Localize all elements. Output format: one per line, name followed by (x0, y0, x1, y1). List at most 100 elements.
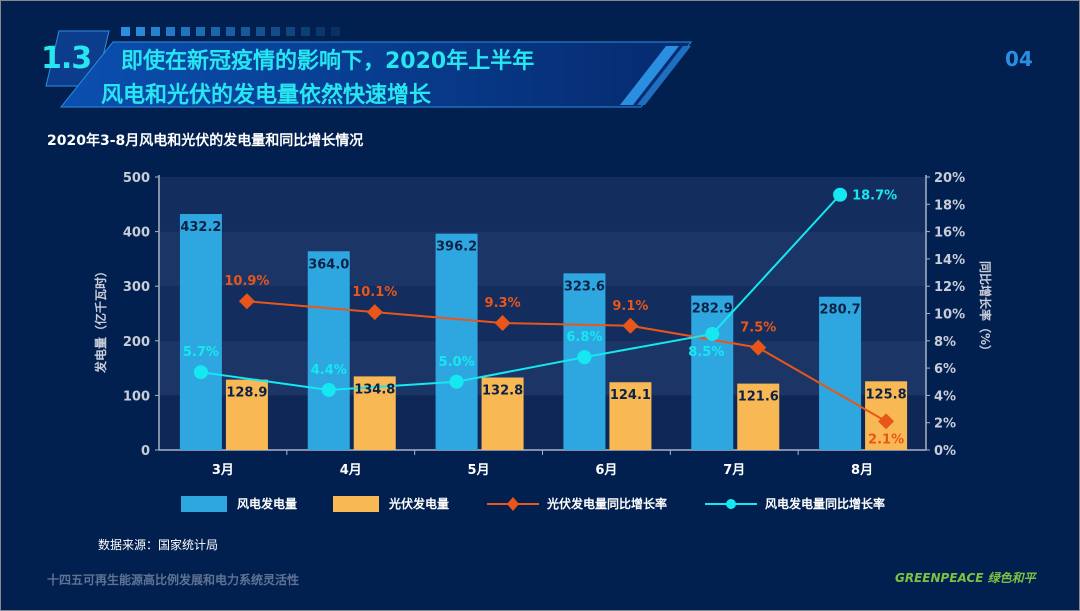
y-tick-label-right: 2% (934, 417, 956, 432)
wind-rate-label: 4.4% (311, 363, 347, 378)
grid-band (159, 231, 926, 287)
solar-bar (481, 377, 524, 450)
greenpeace-logo: GREENPEACE 绿色和平 (895, 571, 1036, 585)
wind-bar (819, 296, 862, 450)
solar-bar (225, 379, 268, 450)
solar-rate-label: 9.1% (612, 299, 648, 314)
header-banner (45, 27, 693, 108)
wind-bar (307, 251, 350, 450)
y-tick-label-left: 200 (123, 335, 150, 350)
diamond-line-icon (487, 496, 540, 511)
legend-label: 风电发电量 (237, 497, 298, 511)
wind-rate-label: 8.5% (688, 345, 724, 360)
y-tick-label-right: 18% (934, 198, 965, 213)
bar-label: 432.2 (180, 220, 221, 235)
wind-rate-point (705, 326, 720, 341)
page-title-line2: 风电和光伏的发电量依然快速增长 (101, 83, 432, 108)
solar-rate-point (494, 315, 511, 332)
wind-rate-label: 6.8% (566, 330, 602, 345)
legend-label: 风电发电量同比增长率 (765, 497, 886, 511)
solar-rate-point (366, 304, 383, 321)
grid-band (159, 395, 926, 450)
decor-square (196, 27, 205, 36)
legend-swatch (333, 495, 380, 512)
solar-rate-label: 2.1% (868, 432, 904, 447)
bar-label: 364.0 (308, 257, 349, 272)
section-number: 1.3 (41, 41, 92, 76)
wind-rate-point (321, 382, 336, 397)
y-axis-right-label: 同比增长率（%） (978, 261, 993, 357)
decor-square (241, 27, 250, 36)
decor-square (151, 27, 160, 36)
circle-line-icon (705, 498, 758, 509)
legend: 风电发电量 光伏发电量 光伏发电量同比增长率 风电发电量同比增长率 (181, 495, 921, 512)
decor-square (271, 27, 280, 36)
page-title-line1: 即使在新冠疫情的影响下，2020年上半年 (121, 49, 535, 74)
solar-rate-point (878, 413, 895, 430)
bar-label: 396.2 (436, 240, 477, 255)
wind-rate-point (193, 365, 208, 380)
x-tick-label: 5月 (468, 463, 490, 478)
bar-label: 125.8 (866, 387, 907, 402)
bar-label: 128.9 (226, 386, 267, 401)
decor-square (211, 27, 220, 36)
solar-rate-point (750, 339, 767, 356)
legend-item-solar-rate: 光伏发电量同比增长率 (485, 495, 667, 512)
y-tick-label-right: 12% (934, 280, 965, 295)
bar-label: 134.8 (354, 382, 395, 397)
bar-label: 121.6 (738, 390, 779, 405)
x-tick-label: 4月 (340, 463, 362, 478)
decor-square (256, 27, 265, 36)
decor-square (181, 27, 190, 36)
chart-title: 2020年3-8月风电和光伏的发电量和同比增长情况 (47, 133, 364, 149)
wind-bar (435, 233, 478, 450)
wind-rate-point (449, 374, 464, 389)
wind-rate-point (577, 350, 592, 365)
grid-band (159, 286, 926, 341)
legend-item-wind-rate: 风电发电量同比增长率 (703, 495, 885, 512)
decor-square (136, 27, 145, 36)
footer-text: 十四五可再生能源高比例发展和电力系统灵活性 (47, 573, 300, 587)
page-number: 04 (1005, 47, 1033, 71)
y-tick-label-left: 400 (123, 226, 150, 241)
solar-rate-point (238, 293, 255, 310)
x-tick-label: 3月 (212, 463, 234, 478)
grid-band (159, 340, 926, 396)
decor-square (316, 27, 325, 36)
solar-rate-point (622, 317, 639, 334)
decor-square (226, 27, 235, 36)
wind-rate-label: 5.0% (439, 355, 475, 370)
data-source: 数据来源：国家统计局 (98, 538, 219, 552)
solar-rate-label: 9.3% (485, 296, 521, 311)
grid-band (159, 177, 926, 232)
x-tick-label: 6月 (595, 463, 617, 478)
chart: 0 100 200 300 400 500 0% 2% 4% 6% 8% 10% 12% 14% 16% 18… (93, 171, 993, 478)
wind-rate-line (200, 194, 841, 391)
decor-square (286, 27, 295, 36)
bar-label: 132.8 (482, 383, 523, 398)
solar-bar (609, 382, 652, 450)
legend-label: 光伏发电量同比增长率 (547, 497, 668, 511)
legend-item-wind: 风电发电量 (181, 495, 297, 512)
solar-rate-label: 10.1% (352, 285, 397, 300)
bar-label: 280.7 (820, 303, 861, 318)
decor-square (301, 27, 310, 36)
y-tick-label-left: 0 (141, 444, 150, 459)
y-tick-label-right: 0% (934, 444, 956, 459)
y-tick-label-right: 10% (934, 308, 965, 323)
y-tick-label-right: 20% (934, 171, 965, 186)
solar-rate-line (246, 300, 887, 423)
y-tick-label-right: 6% (934, 362, 956, 377)
wind-rate-label: 18.7% (852, 189, 897, 204)
decor-square (331, 27, 340, 36)
y-tick-label-right: 4% (934, 389, 956, 404)
y-tick-label-right: 8% (934, 335, 956, 350)
x-tick-label: 7月 (723, 463, 745, 478)
y-tick-label-left: 100 (123, 389, 150, 404)
wind-rate-label: 5.7% (183, 345, 219, 360)
y-axis-left-label: 发电量（亿千瓦时） (93, 265, 108, 374)
y-tick-label-left: 500 (123, 171, 150, 186)
legend-label: 光伏发电量 (389, 497, 450, 511)
bar-label: 323.6 (564, 279, 605, 294)
decor-square (166, 27, 175, 36)
